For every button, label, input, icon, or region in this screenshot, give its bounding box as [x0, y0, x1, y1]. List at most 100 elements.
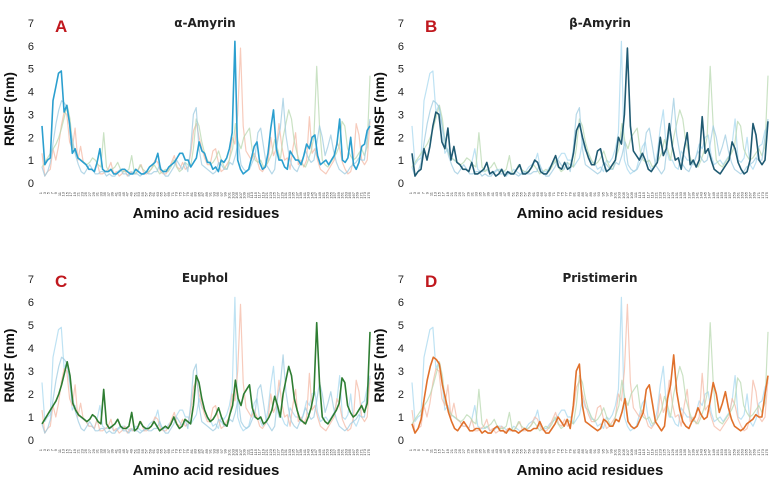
- x-tick-label: 33: [473, 448, 478, 453]
- x-tick-label: 83: [576, 191, 581, 196]
- x-tick-label: 43: [494, 448, 499, 453]
- x-tick-label: 73: [555, 448, 560, 453]
- x-tick-label: 157: [332, 448, 337, 455]
- x-tick-label: 161: [735, 191, 740, 198]
- x-tick-label: 25: [457, 191, 462, 196]
- x-tick-label: 95: [600, 191, 605, 196]
- x-tick-label: 105: [621, 448, 626, 455]
- x-tick-label: 97: [604, 191, 609, 196]
- x-tick-label: 53: [136, 448, 141, 453]
- x-tick-label: 153: [325, 448, 330, 455]
- y-tick-label: 1: [28, 412, 34, 424]
- series-line-background: [411, 65, 769, 175]
- x-tick-label: 35: [102, 448, 107, 453]
- x-tick-label: 117: [257, 191, 262, 198]
- x-tick-label: 123: [658, 448, 663, 455]
- x-tick-label: 155: [328, 191, 333, 198]
- x-tick-label: 129: [670, 448, 675, 455]
- x-tick-label: 127: [666, 191, 671, 198]
- x-tick-label: 153: [325, 191, 330, 198]
- x-tick-label: 19: [445, 191, 450, 196]
- x-tick-label: 25: [83, 448, 88, 453]
- x-tick-label: 97: [219, 448, 224, 453]
- x-tick-label: 15: [437, 191, 442, 196]
- x-tick-label: 95: [215, 448, 220, 453]
- x-tick-label: 71: [551, 448, 556, 453]
- x-tick-label: 93: [211, 191, 216, 196]
- x-tick-label: 79: [568, 448, 573, 453]
- x-tick-label: 155: [723, 448, 728, 455]
- x-tick-label: 71: [170, 191, 175, 196]
- panel-title: Euphol: [182, 271, 228, 285]
- x-tick-label: 55: [140, 191, 145, 196]
- x-tick-label: 17: [68, 191, 73, 196]
- x-tick-label: 57: [144, 448, 149, 453]
- x-tick-label: 175: [366, 191, 371, 198]
- x-tick-label: 69: [166, 191, 171, 196]
- series-line-highlight: [411, 47, 769, 177]
- x-tick-label: 29: [465, 448, 470, 453]
- x-tick-label: 117: [645, 191, 650, 198]
- x-tick-label: 3: [42, 448, 47, 451]
- x-tick-label: 129: [670, 191, 675, 198]
- series-line-highlight: [411, 354, 769, 434]
- x-tick-label: 95: [215, 191, 220, 196]
- x-tick-label: 43: [117, 191, 122, 196]
- x-tick-label: 59: [527, 448, 532, 453]
- x-tick-label: 67: [162, 448, 167, 453]
- x-tick-label: 129: [279, 448, 284, 455]
- x-tick-label: 147: [313, 191, 318, 198]
- y-axis-label: RMSF (nm): [371, 72, 387, 146]
- x-tick-label: 111: [245, 448, 250, 455]
- x-tick-label: 21: [76, 448, 81, 453]
- y-tick-label: 4: [28, 343, 34, 355]
- x-tick-label: 129: [279, 191, 284, 198]
- x-tick-label: 13: [433, 191, 438, 196]
- x-axis-label: Amino acid residues: [517, 205, 664, 222]
- x-tick-label: 65: [539, 191, 544, 196]
- x-tick-label: 151: [715, 448, 720, 455]
- x-tick-label: 77: [181, 191, 186, 196]
- x-tick-label: 63: [535, 448, 540, 453]
- x-tick-label: 131: [283, 448, 288, 455]
- x-tick-label: 163: [343, 448, 348, 455]
- y-tick-label: 4: [398, 343, 404, 355]
- x-tick-label: 39: [486, 448, 491, 453]
- panel-title: Pristimerin: [562, 271, 637, 285]
- y-tick-label: 6: [398, 41, 404, 53]
- y-tick-label: 5: [28, 320, 34, 332]
- x-tick-label: 167: [351, 191, 356, 198]
- x-tick-label: 1: [408, 448, 413, 451]
- x-tick-label: 173: [362, 448, 367, 455]
- x-tick-label: 149: [317, 191, 322, 198]
- x-tick-label: 175: [366, 448, 371, 455]
- x-tick-label: 61: [531, 448, 536, 453]
- x-tick-label: 169: [752, 448, 757, 455]
- x-tick-label: 55: [518, 448, 523, 453]
- x-tick-label: 99: [609, 448, 614, 453]
- y-tick-label: 7: [28, 18, 34, 30]
- x-tick-label: 133: [678, 191, 683, 198]
- series-line-highlight: [41, 321, 371, 432]
- x-tick-label: 87: [584, 191, 589, 196]
- x-tick-label: 117: [645, 448, 650, 455]
- x-tick-label: 21: [449, 448, 454, 453]
- x-tick-label: 83: [576, 448, 581, 453]
- x-tick-label: 173: [760, 448, 765, 455]
- series-line-background: [411, 40, 769, 175]
- x-tick-label: 93: [211, 448, 216, 453]
- x-tick-label: 57: [523, 448, 528, 453]
- x-tick-label: 19: [72, 191, 77, 196]
- x-tick-label: 5: [416, 191, 421, 194]
- x-tick-label: 139: [298, 448, 303, 455]
- x-tick-label: 91: [208, 448, 213, 453]
- x-tick-label: 49: [128, 448, 133, 453]
- y-tick-label: 6: [28, 297, 34, 309]
- x-tick-label: 159: [731, 191, 736, 198]
- x-tick-label: 81: [572, 448, 577, 453]
- y-tick-label: 6: [398, 297, 404, 309]
- x-tick-label: 65: [539, 448, 544, 453]
- x-tick-label: 109: [242, 448, 247, 455]
- y-axis-label: RMSF (nm): [1, 72, 17, 146]
